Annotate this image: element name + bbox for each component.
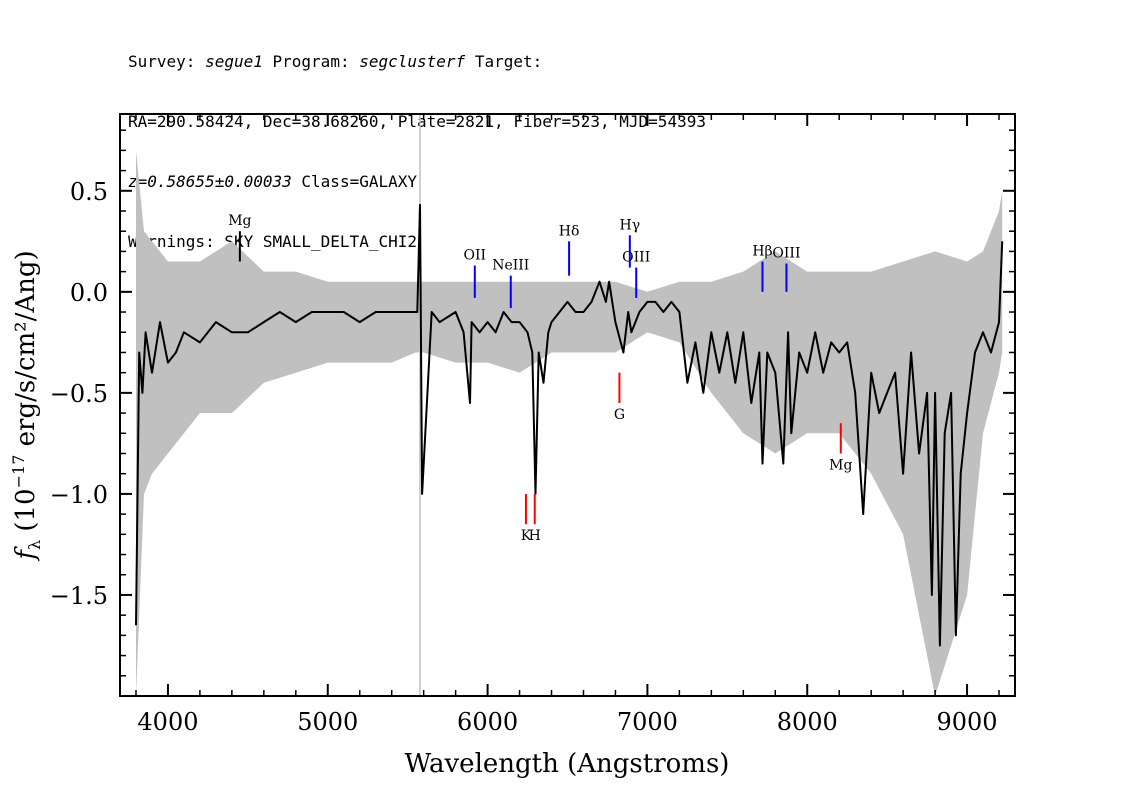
axis-layer: 4000 5000 6000 7000 8000 9000 0.5 0.0 −0.5 −1.0 −1… — [50, 114, 1015, 736]
line-marker-label: Hδ — [559, 223, 580, 239]
x-tick-label: 4000 — [137, 708, 198, 736]
x-tick-label: 5000 — [297, 708, 358, 736]
plot-frame — [119, 113, 1016, 697]
y-label-rest: (10 — [11, 488, 41, 540]
header-line-survey: Survey: segue1 Program: segclusterf Targ… — [128, 52, 706, 72]
line-marker-label: Mg — [228, 213, 251, 229]
line-marker-label: OII — [464, 248, 487, 264]
flux-line — [135, 203, 1004, 647]
line-marker-label: NeIII — [492, 258, 529, 274]
survey-value: segue1 — [205, 52, 263, 71]
y-tick-label: 0.5 — [70, 178, 108, 206]
x-tick-label: 7000 — [617, 708, 678, 736]
y-tick-label: −0.5 — [50, 380, 108, 408]
target-label: Target: — [474, 52, 543, 71]
y-tick-label: −1.5 — [50, 582, 108, 610]
program-label: Program: — [272, 52, 350, 71]
class-value: Class=GALAXY — [301, 172, 417, 191]
header-line-coords: RA=290.58424, Dec=38.68260, Plate=2821, … — [128, 112, 706, 131]
line-marker-label: OIII — [622, 250, 650, 266]
line-marker-label: G — [614, 407, 625, 423]
line-marker-label: OIII — [772, 246, 800, 262]
survey-label: Survey: — [128, 52, 196, 71]
line-marker-label: Hγ — [620, 217, 641, 233]
y-label-exp: −17 — [9, 455, 28, 489]
y-tick-label: 0.0 — [70, 279, 108, 307]
x-tick-label: 9000 — [937, 708, 998, 736]
redshift-value: z=0.58655±0.00033 — [128, 172, 292, 191]
y-tick-label: −1.0 — [50, 481, 108, 509]
line-marker-label: Mg — [829, 458, 852, 474]
y-label-tail: erg/s/cm²/Ang) — [11, 250, 41, 454]
program-value: segclusterf — [359, 52, 466, 71]
x-tick-label: 6000 — [457, 708, 518, 736]
line-marker-label: H — [529, 528, 541, 544]
x-tick-label: 8000 — [777, 708, 838, 736]
header-line-redshift: z=0.58655±0.00033 Class=GALAXY — [128, 172, 706, 192]
line-marker-label: Hβ — [752, 244, 772, 260]
x-axis-label: Wavelength (Angstroms) — [405, 749, 730, 779]
line-marker-label: K — [521, 528, 532, 544]
y-axis-label: fλ (10−17 erg/s/cm²/Ang) — [9, 250, 44, 561]
flux-layer — [135, 203, 1004, 647]
y-label-sub: λ — [25, 540, 44, 550]
